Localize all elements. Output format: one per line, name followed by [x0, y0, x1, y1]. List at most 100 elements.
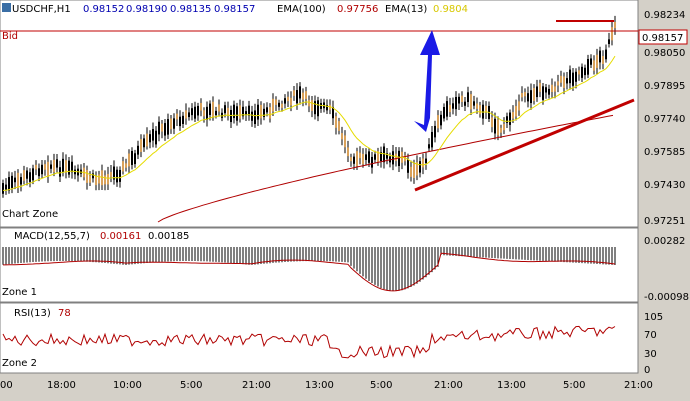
macd-histogram [2, 247, 616, 291]
candle-body [173, 118, 175, 129]
collapse-icon[interactable] [2, 3, 11, 12]
chart-zone-label: Chart Zone [2, 209, 58, 220]
candle-body [587, 59, 589, 75]
candle-body [176, 113, 178, 120]
macd-value-2: 0.00185 [148, 231, 189, 242]
ohlc-close: 0.98157 [214, 4, 255, 15]
price-tick-6: 0.97430 [644, 180, 685, 191]
candle-body [164, 123, 166, 136]
candle-body [398, 150, 400, 166]
candle-body [344, 135, 346, 148]
price-tick-1: 0.98234 [644, 10, 685, 21]
candle-body [209, 103, 211, 115]
candle-body [470, 94, 472, 110]
time-tick-8: 21:00 [434, 380, 463, 391]
candle-body [119, 169, 121, 182]
candle-body [98, 174, 100, 184]
candle-body [263, 108, 265, 117]
candle-body [86, 169, 88, 183]
candle-body [446, 101, 448, 117]
candle-body [368, 151, 370, 163]
candle-body [455, 96, 457, 110]
ema13-label: EMA(13) [385, 4, 427, 15]
candle-body [311, 100, 313, 111]
candle-body [395, 153, 397, 162]
candle-body [377, 150, 379, 162]
candle-body [11, 175, 13, 188]
rsi-tick-105: 105 [644, 312, 663, 323]
macd-panel[interactable] [0, 227, 639, 303]
ema13-line [2, 55, 616, 191]
candle-body [197, 105, 199, 116]
candle-body [26, 170, 28, 179]
candle-body [185, 110, 187, 119]
candle-body [317, 100, 319, 117]
candle-body [5, 184, 7, 190]
candle-body [215, 110, 217, 116]
candle-body [47, 161, 49, 177]
candle-body [44, 164, 46, 170]
candle-body [599, 50, 601, 63]
candle-body [449, 104, 451, 113]
candle-body [50, 164, 52, 169]
candle-body [14, 177, 16, 183]
candle-body [458, 96, 460, 104]
candle-body [293, 90, 295, 96]
candle-body [479, 105, 481, 115]
candle-body [380, 152, 382, 162]
candle-body [290, 97, 292, 106]
candle-body [104, 175, 106, 185]
candle-body [386, 153, 388, 159]
candle-body [410, 166, 412, 177]
candle-body [308, 99, 310, 107]
candle-body [563, 76, 565, 89]
ema13-value: 0.9804 [433, 4, 468, 15]
current-price-label: 0.98157 [642, 33, 683, 44]
up-arrow-annotation[interactable] [414, 30, 440, 132]
candle-body [134, 153, 136, 165]
current-price-box [638, 29, 688, 45]
candle-body [188, 112, 190, 118]
candle-body [434, 125, 436, 138]
ema100-line [157, 114, 614, 223]
time-tick-7: 5:00 [370, 380, 392, 391]
candle-body [530, 90, 532, 104]
candle-body [464, 101, 466, 106]
price-tick-7: 0.97251 [644, 216, 685, 227]
candle-body [182, 115, 184, 124]
candle-body [266, 107, 268, 113]
candle-body [572, 72, 574, 86]
candle-body [233, 104, 235, 119]
trend-line[interactable] [414, 98, 635, 192]
candle-body [476, 103, 478, 109]
rsi-panel[interactable] [0, 302, 639, 374]
candle-body [545, 87, 547, 93]
candle-body [227, 107, 229, 116]
symbol-label: USDCHF,H1 [12, 4, 71, 15]
candle-body [428, 144, 430, 149]
candle-body [365, 154, 367, 160]
candle-body [374, 154, 376, 160]
candle-body [269, 107, 271, 119]
candle-body [23, 170, 25, 181]
candle-body [137, 145, 139, 155]
candle-body [320, 103, 322, 109]
rsi-zone-label: Zone 2 [2, 358, 37, 369]
candle-body [431, 131, 433, 148]
candle-body [407, 159, 409, 173]
price-tick-2: 0.98050 [644, 48, 685, 59]
candle-body [257, 104, 259, 120]
candle-body [551, 84, 553, 93]
candle-body [278, 102, 280, 107]
candle-body [230, 109, 232, 123]
macd-value-1: 0.00161 [100, 231, 141, 242]
candle-body [614, 21, 616, 29]
bid-label: Bid [2, 31, 18, 42]
candle-body [200, 102, 202, 111]
candle-body [275, 99, 277, 105]
time-tick-9: 13:00 [497, 380, 526, 391]
candle-body [338, 121, 340, 131]
candle-body [167, 119, 169, 135]
